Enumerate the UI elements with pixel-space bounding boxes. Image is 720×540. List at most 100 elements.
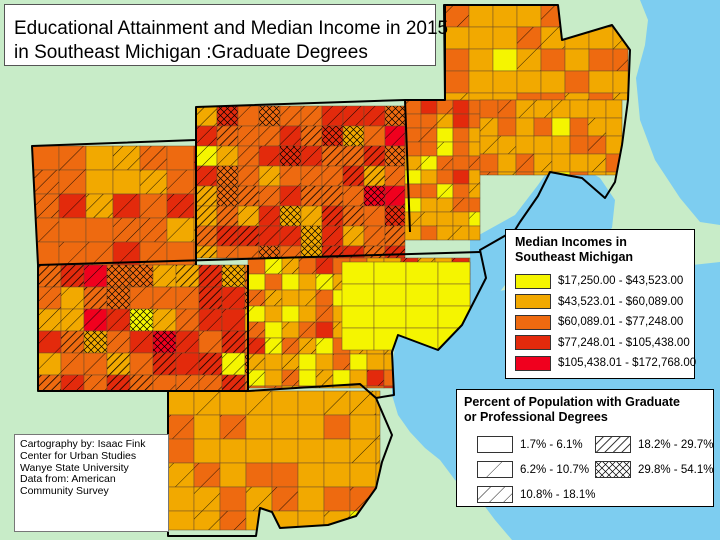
tract-detroit (341, 327, 375, 351)
tract-oakland-hatch (280, 186, 301, 206)
tract-oakland-hatch (364, 186, 385, 206)
tract-livingston-hatch (113, 194, 140, 218)
tract-stclair (540, 48, 566, 72)
tract-stclair-south-hatch (498, 136, 516, 154)
tract-monroe (245, 462, 273, 488)
tract-macomb (452, 169, 470, 185)
tract-monroe (271, 390, 299, 416)
tract-stclair (588, 48, 614, 72)
tract-livingston (112, 169, 141, 195)
percent-legend-title-line1: Percent of Population with Graduate (464, 395, 680, 409)
boundary-north-south (37, 251, 481, 266)
tract-stclair-hatch (517, 49, 541, 71)
tract-oakland-hatch (259, 166, 280, 186)
tract-wayne-hatch (316, 274, 333, 290)
tract-macomb-hatch (469, 156, 480, 170)
tract-livingston (85, 145, 114, 171)
boundary-oakland-macomb (404, 99, 411, 233)
percent-legend-label: 1.7% - 6.1% (520, 438, 583, 451)
tract-oakland-hatch (238, 166, 259, 186)
tract-washtenaw-hatch (153, 353, 176, 375)
tract-macomb (452, 141, 470, 157)
tract-oakland-hatch (364, 166, 385, 186)
tract-washtenaw-hatch (130, 353, 153, 375)
tract-stclair-south (497, 153, 517, 173)
tract-livingston-hatch (59, 170, 86, 194)
tract-washtenaw-hatch (199, 353, 222, 375)
tract-detroit (437, 283, 471, 307)
tract-macomb-hatch (469, 212, 480, 226)
tract-washtenaw-hatch (38, 309, 61, 331)
tract-oakland-hatch (259, 186, 280, 206)
tract-stclair-south-hatch (516, 100, 534, 118)
tract-wayne-hatch (333, 354, 350, 370)
tract-macomb-hatch (437, 198, 453, 212)
tract-oakland-hatch (301, 106, 322, 126)
credits-box: Cartography by: Isaac Fink Center for Ur… (14, 434, 169, 532)
median-income-legend: Median Incomes in Southeast Michigan $17… (505, 229, 696, 379)
tract-oakland-hatch (217, 186, 238, 206)
tract-stclair-south-hatch (534, 154, 552, 172)
tract-macomb (452, 99, 470, 115)
tract-washtenaw-hatch (199, 375, 222, 391)
tract-wayne-hatch (299, 338, 316, 354)
tract-oakland-hatch (280, 226, 301, 246)
lake-huron (560, 0, 720, 225)
tract-washtenaw-hatch (130, 331, 153, 353)
tract-wayne (366, 385, 385, 389)
tract-stclair (444, 26, 470, 50)
tract-macomb (468, 141, 481, 157)
tract-monroe-hatch (324, 391, 350, 415)
tract-wayne-hatch (248, 322, 265, 338)
tract-macomb-hatch (405, 212, 421, 226)
tract-macomb (420, 197, 438, 213)
tract-stclair-south-hatch (498, 172, 516, 175)
income-legend-title-line1: Median Incomes in (515, 235, 627, 249)
income-legend-label: $43,523.01 - $60,089.00 (558, 295, 684, 308)
tract-washtenaw-hatch (61, 287, 84, 309)
tract-oakland-hatch (259, 246, 280, 258)
tract-stclair-south (569, 171, 589, 176)
tract-stclair-south-hatch (516, 172, 534, 175)
tract-oakland-hatch (259, 226, 280, 246)
tract-livingston (166, 145, 195, 171)
tract-detroit (405, 283, 439, 307)
tract-wayne-hatch (265, 338, 282, 354)
percent-legend-item: 6.2% - 10.7% (477, 461, 595, 478)
tract-stclair (564, 48, 590, 72)
tract-macomb (468, 127, 481, 143)
tract-livingston-hatch (86, 242, 113, 265)
tract-wayne (281, 289, 300, 307)
tract-macomb-hatch (469, 184, 480, 198)
tract-oakland-hatch (385, 126, 405, 146)
tract-monroe (193, 414, 221, 440)
tract-stclair-hatch (445, 5, 469, 27)
tract-washtenaw-hatch (222, 309, 245, 331)
tract-stclair (444, 70, 470, 94)
tract-wayne-hatch (265, 386, 282, 388)
tract-livingston-hatch (59, 242, 86, 265)
tract-washtenaw-hatch (176, 375, 199, 391)
tract-washtenaw-hatch (153, 331, 176, 353)
tract-macomb-hatch (437, 142, 453, 156)
tract-washtenaw-hatch (176, 331, 199, 353)
tract-oakland-hatch (301, 246, 322, 258)
tract-oakland-hatch (385, 206, 405, 226)
tract-macomb (436, 211, 454, 227)
credits-line4: Data from: American (20, 473, 116, 486)
tract-washtenaw-hatch (107, 309, 130, 331)
tract-stclair-hatch (445, 93, 469, 100)
tract-macomb-hatch (405, 128, 421, 142)
tract-stclair-south (587, 171, 607, 176)
tract-oakland-hatch (322, 146, 343, 166)
tract-oakland-hatch (238, 106, 259, 126)
tract-monroe (245, 438, 273, 464)
tract-stclair (492, 5, 518, 28)
tract-livingston-hatch (140, 170, 167, 194)
tract-wayne (264, 321, 283, 339)
tract-macomb (468, 99, 481, 115)
tract-washtenaw-hatch (84, 265, 107, 287)
map-outline (31, 4, 631, 537)
tract-monroe-hatch (376, 415, 380, 439)
tract-macomb-hatch (437, 226, 453, 240)
